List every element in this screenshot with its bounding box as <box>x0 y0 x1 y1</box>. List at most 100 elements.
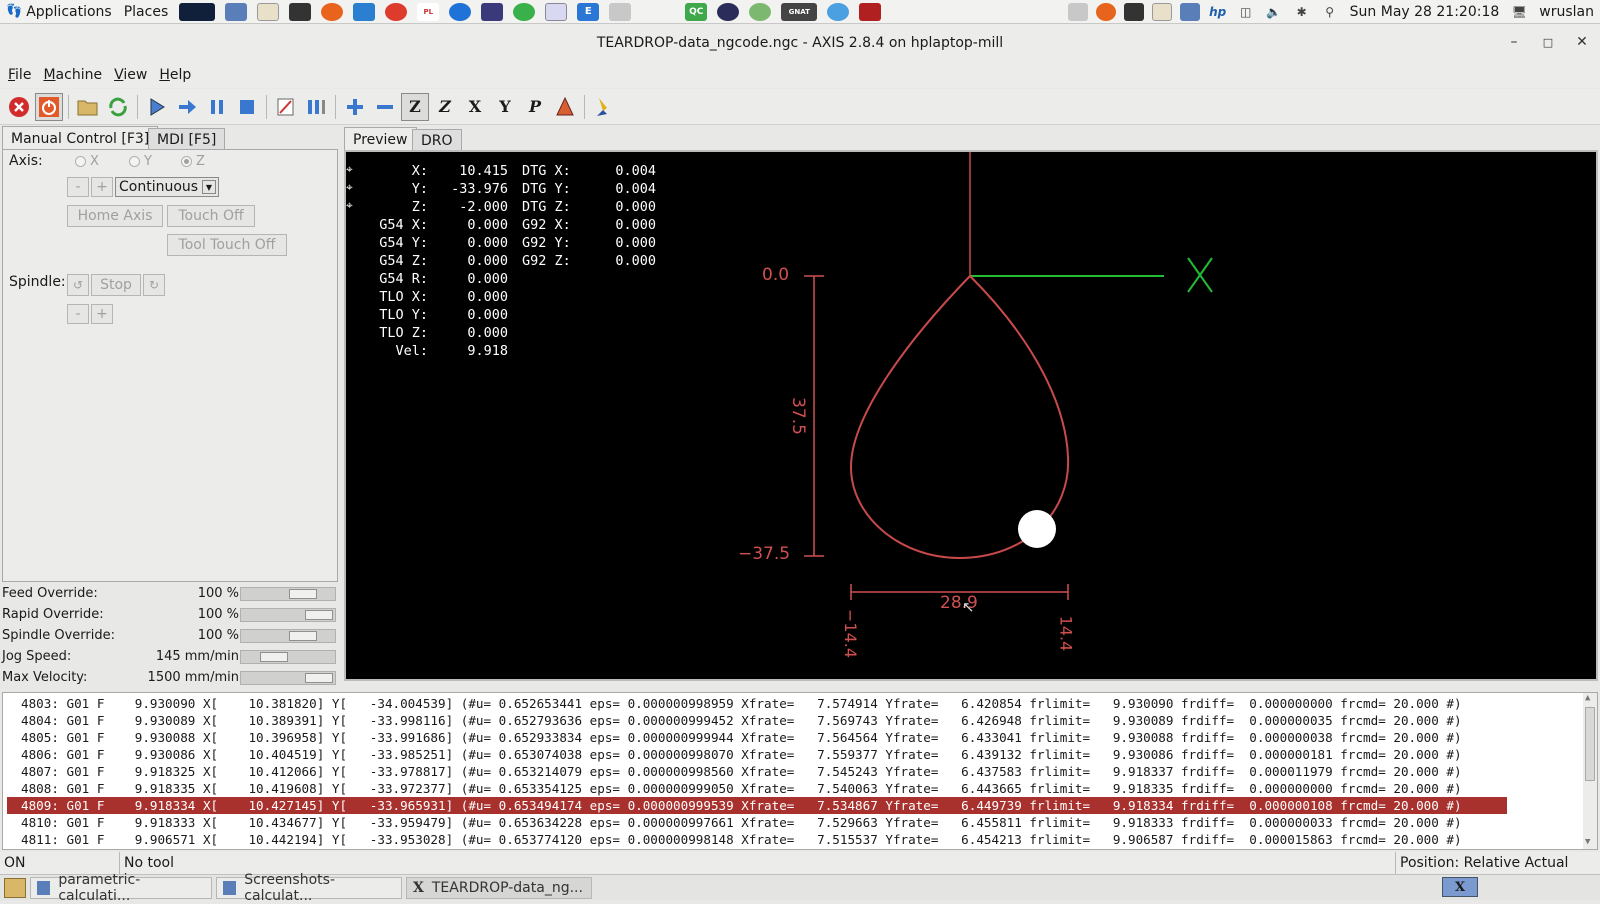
optional-stop-icon[interactable] <box>302 93 330 121</box>
rapid-override-slider[interactable] <box>240 608 336 622</box>
scanner-icon[interactable] <box>609 2 632 21</box>
network-icon[interactable]: ⚲ <box>1325 5 1335 19</box>
zoom-in-icon[interactable] <box>341 93 369 121</box>
tab-manual-control[interactable]: Manual Control [F3] <box>2 126 159 150</box>
bluetooth-icon[interactable]: ✱ <box>1296 5 1307 19</box>
volume-icon[interactable]: 🔈 <box>1266 5 1282 19</box>
texmaker-icon[interactable] <box>481 2 504 21</box>
axis-x-radio[interactable]: X <box>75 154 99 169</box>
jog-speed-slider[interactable] <box>240 650 336 664</box>
ring-app-icon[interactable] <box>827 2 850 21</box>
gcode-line[interactable]: 4806: G01 F 9.930086 X[ 10.404519] Y[ -3… <box>21 747 1462 762</box>
zoom-out-icon[interactable] <box>371 93 399 121</box>
jog-plus-button[interactable]: + <box>91 177 113 197</box>
view-x-icon[interactable]: X <box>468 97 482 116</box>
menu-help[interactable]: Help <box>159 67 192 83</box>
gcode-line[interactable]: 4803: G01 F 9.930090 X[ 10.381820] Y[ -3… <box>21 696 1462 711</box>
hp-icon[interactable]: hp <box>1209 5 1227 19</box>
jog-minus-button[interactable]: - <box>67 177 89 197</box>
sync-icon[interactable] <box>513 2 536 21</box>
axis-y-radio[interactable]: Y <box>129 154 152 169</box>
file-manager-icon[interactable] <box>225 2 248 21</box>
editor-e-icon[interactable]: E <box>577 2 600 21</box>
reload-icon[interactable] <box>104 93 132 121</box>
checker-app-icon[interactable] <box>859 2 882 21</box>
scanner-tray-icon[interactable] <box>1067 3 1088 21</box>
spindle-ccw-icon[interactable]: ↺ <box>67 274 89 296</box>
gcode-line[interactable]: 4808: G01 F 9.918335 X[ 10.419608] Y[ -3… <box>21 781 1462 796</box>
show-desktop-icon[interactable] <box>4 877 26 898</box>
chrome-icon[interactable] <box>385 2 408 21</box>
open-file-icon[interactable] <box>74 93 102 121</box>
rotate-view-icon[interactable] <box>551 93 579 121</box>
qt-creator-icon[interactable]: QC <box>685 2 708 21</box>
tab-preview[interactable]: Preview <box>344 127 417 151</box>
task-teardrop[interactable]: X TEARDROP-data_ng... <box>406 876 592 899</box>
tab-dro[interactable]: DRO <box>412 129 462 151</box>
gcode-line[interactable]: 4810: G01 F 9.918333 X[ 10.434677] Y[ -3… <box>21 815 1462 830</box>
close-button[interactable]: ✕ <box>1576 34 1588 50</box>
maximize-button[interactable]: □ <box>1542 35 1554 49</box>
gcode-listing[interactable]: 4803: G01 F 9.930090 X[ 10.381820] Y[ -3… <box>2 692 1598 850</box>
scroll-up-icon[interactable]: ▲ <box>1585 693 1591 703</box>
step-icon[interactable] <box>173 93 201 121</box>
eclipse-icon[interactable] <box>717 2 740 21</box>
menu-file[interactable]: File <box>8 67 32 83</box>
tab-mdi[interactable]: MDI [F5] <box>148 128 226 150</box>
text-editor-icon[interactable] <box>257 2 280 21</box>
spindle-minus-button[interactable]: - <box>67 304 89 324</box>
places-menu[interactable]: Places <box>123 3 169 20</box>
axis-z-radio[interactable]: Z <box>181 154 205 169</box>
battery-icon[interactable]: ◫ <box>1239 5 1252 19</box>
gcode-scrollbar[interactable]: ▲ ▼ <box>1583 693 1597 849</box>
minimize-button[interactable]: – <box>1510 34 1518 50</box>
files-tray-icon[interactable] <box>1179 3 1200 21</box>
console-icon[interactable] <box>289 2 312 21</box>
menu-view[interactable]: View <box>114 67 148 83</box>
editor-tray-icon[interactable] <box>1151 3 1172 21</box>
view-perspective-icon[interactable]: P <box>528 97 542 116</box>
block-delete-icon[interactable] <box>272 93 300 121</box>
green-app-icon[interactable] <box>749 2 772 21</box>
machine-power-icon[interactable] <box>35 92 63 121</box>
touch-off-button[interactable]: Touch Off <box>167 205 255 227</box>
estop-icon[interactable] <box>5 93 33 121</box>
gcode-line[interactable]: 4805: G01 F 9.930088 X[ 10.396958] Y[ -3… <box>21 730 1462 745</box>
gcode-line[interactable]: 4807: G01 F 9.918325 X[ 10.412066] Y[ -3… <box>21 764 1462 779</box>
tasks-icon[interactable] <box>353 2 376 21</box>
task-screenshots[interactable]: Screenshots-calculat... <box>216 872 402 904</box>
document-icon[interactable] <box>545 2 568 21</box>
spindle-plus-button[interactable]: + <box>91 304 113 324</box>
view-z2-icon[interactable]: Z <box>439 97 451 116</box>
jog-increment-select[interactable]: Continuous ▼ <box>115 177 219 197</box>
window-titlebar[interactable]: TEARDROP-data_ngcode.ngc - AXIS 2.8.4 on… <box>0 24 1600 62</box>
spindle-cw-icon[interactable]: ↻ <box>143 274 165 296</box>
project-libre-icon[interactable]: PL <box>417 2 440 21</box>
clock[interactable]: Sun May 28 21:20:18 <box>1349 4 1500 20</box>
gnat-studio-icon[interactable]: GNAT <box>781 2 818 21</box>
workspace-switcher[interactable]: X <box>1442 877 1478 897</box>
user-menu[interactable]: wruslan <box>1539 4 1594 20</box>
gcode-current-line[interactable]: 4809: G01 F 9.918334 X[ 10.427145] Y[ -3… <box>7 797 1507 814</box>
home-axis-button[interactable]: Home Axis <box>67 205 163 227</box>
run-program-icon[interactable] <box>143 93 171 121</box>
stop-program-icon[interactable] <box>233 93 261 121</box>
scroll-thumb[interactable] <box>1585 707 1595 781</box>
view-z-icon[interactable]: Z <box>401 92 429 121</box>
applications-menu[interactable]: 👣 Applications <box>6 3 112 20</box>
clear-plot-icon[interactable] <box>590 93 618 121</box>
task-parametric[interactable]: parametric-calculati... <box>30 872 212 904</box>
gcode-line[interactable]: 4804: G01 F 9.930089 X[ 10.389391] Y[ -3… <box>21 713 1462 728</box>
terminal-launcher-icon[interactable] <box>179 2 216 21</box>
tool-touch-off-button[interactable]: Tool Touch Off <box>167 234 287 256</box>
gcode-line[interactable]: 4811: G01 F 9.906571 X[ 10.442194] Y[ -3… <box>21 832 1462 847</box>
firefox-icon[interactable] <box>321 2 344 21</box>
terminal-tray-icon[interactable] <box>1123 3 1144 21</box>
feed-override-slider[interactable] <box>240 587 336 601</box>
firefox-tray-icon[interactable] <box>1095 3 1116 21</box>
spindle-stop-button[interactable]: Stop <box>91 274 141 296</box>
pause-icon[interactable] <box>203 93 231 121</box>
teamviewer-icon[interactable] <box>449 2 472 21</box>
preview-canvas[interactable]: 0.0 −37.5 37.5 28.9 −14.4 14.4 ↖ X: 10.41… <box>344 150 1598 681</box>
max-velocity-slider[interactable] <box>240 671 336 685</box>
